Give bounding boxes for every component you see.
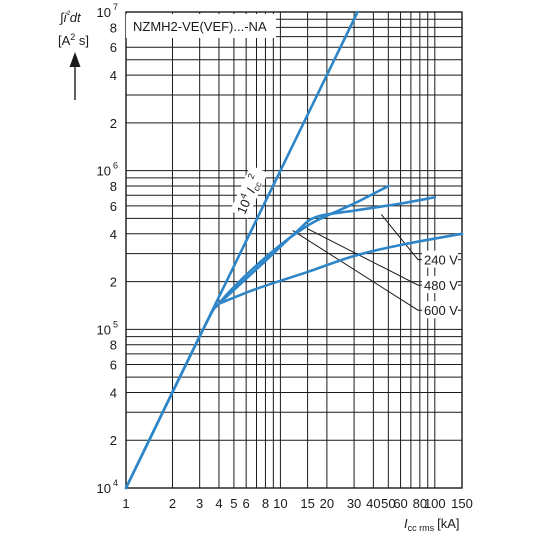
y-tick-label: 10 5	[97, 319, 118, 337]
title-background	[126, 14, 276, 38]
plot-frame	[125, 11, 463, 489]
diagonal-label-background	[230, 165, 268, 219]
y-tick-label: 6	[110, 358, 117, 373]
x-tick-label: 60	[393, 496, 407, 511]
y-tick-label: 6	[110, 40, 117, 55]
x-tick-label: 4	[215, 496, 222, 511]
annotation-leader-line	[292, 230, 461, 311]
x-tick-label: 40	[366, 496, 380, 511]
x-tick-label: 6	[243, 496, 250, 511]
diagonal-curve-label: 104 Icc2	[230, 165, 268, 219]
curves: 104 Icc2	[124, 10, 464, 490]
annotation-label: 600 V	[424, 303, 458, 318]
y-tick-label: 4	[110, 385, 117, 400]
y-tick-label: 6	[110, 199, 117, 214]
grid-lines	[125, 11, 463, 489]
voltage-annotations: 240 V 480 V 600 V	[292, 214, 461, 319]
x-tick-label: 30	[347, 496, 361, 511]
annotation-label-background	[422, 250, 458, 268]
y-tick-label: 8	[110, 179, 117, 194]
y-tick-label: 10 6	[97, 161, 118, 179]
x-tick-label: 2	[169, 496, 176, 511]
y-tick-label: 4	[110, 68, 117, 83]
x-tick-label: 100	[424, 496, 446, 511]
y-tick-label: 10 4	[97, 478, 118, 496]
y-tick-label: 4	[110, 227, 117, 242]
y-axis-label-line1: ∫i²dt	[59, 9, 82, 25]
diagonal-label-text: 104 Icc2	[231, 172, 266, 217]
x-tick-label: 5	[230, 496, 237, 511]
x-axis-label: Icc rms [kA]	[404, 516, 460, 533]
x-tick-label: 3	[196, 496, 203, 511]
y-tick-label: 8	[110, 338, 117, 353]
x-tick-label: 80	[413, 496, 427, 511]
x-tick-label: 50	[381, 496, 395, 511]
x-tick-label: 15	[300, 496, 314, 511]
curve-series-3	[217, 232, 464, 306]
x-tick-label: 8	[262, 496, 269, 511]
chart-title: NZMH2-VE(VEF)...-NA	[133, 19, 267, 34]
annotation-label: 240 V	[424, 253, 458, 268]
x-tick-label: 150	[451, 496, 473, 511]
annotation-label-background	[422, 301, 458, 319]
y-tick-label: 8	[110, 20, 117, 35]
curve-series-2	[217, 195, 437, 306]
x-tick-label: 20	[320, 496, 334, 511]
y-axis-label-line2: [A2 s]	[58, 32, 89, 48]
y-tick-label: 2	[110, 433, 117, 448]
x-tick-label: 1	[122, 496, 129, 511]
y-tick-label: 10 7	[97, 2, 118, 20]
y-tick-label: 2	[110, 116, 117, 131]
annotation-label: 480 V	[424, 278, 458, 293]
y-axis-arrow-icon	[69, 52, 81, 100]
x-tick-label: 10	[273, 496, 287, 511]
annotation-label-background	[422, 276, 458, 294]
curve-series-1	[124, 184, 390, 490]
y-tick-label: 2	[110, 275, 117, 290]
